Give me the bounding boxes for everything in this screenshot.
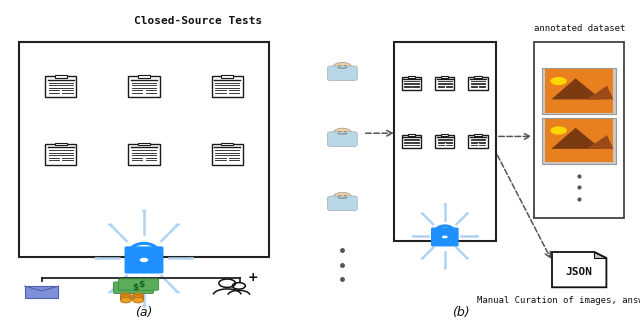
Circle shape bbox=[132, 298, 143, 303]
Circle shape bbox=[475, 235, 478, 237]
Circle shape bbox=[120, 296, 131, 301]
Text: Manual Curation of images, answers, and reasoning: Manual Curation of images, answers, and … bbox=[477, 296, 640, 305]
Bar bbox=[129, 144, 159, 164]
Text: (a): (a) bbox=[135, 307, 153, 319]
Circle shape bbox=[141, 305, 147, 307]
Bar bbox=[441, 134, 449, 136]
Circle shape bbox=[108, 291, 113, 293]
Bar bbox=[543, 118, 616, 164]
Bar bbox=[45, 76, 76, 97]
Bar bbox=[212, 144, 243, 164]
Text: $: $ bbox=[138, 280, 144, 289]
Text: $: $ bbox=[133, 283, 139, 292]
FancyBboxPatch shape bbox=[118, 279, 159, 290]
Bar bbox=[212, 76, 243, 97]
FancyBboxPatch shape bbox=[125, 247, 163, 273]
Bar bbox=[435, 135, 454, 148]
Polygon shape bbox=[551, 128, 601, 149]
Bar bbox=[55, 143, 67, 145]
Bar bbox=[19, 42, 269, 257]
Bar bbox=[55, 75, 67, 78]
Circle shape bbox=[339, 65, 340, 66]
Circle shape bbox=[412, 235, 415, 237]
Bar bbox=[402, 77, 421, 90]
Circle shape bbox=[344, 195, 346, 196]
Circle shape bbox=[421, 213, 424, 214]
Bar bbox=[221, 143, 233, 145]
Bar bbox=[408, 134, 415, 136]
Bar bbox=[534, 42, 624, 218]
Circle shape bbox=[442, 236, 447, 239]
Bar bbox=[138, 143, 150, 145]
Circle shape bbox=[421, 258, 424, 259]
Bar bbox=[468, 77, 488, 90]
Circle shape bbox=[339, 195, 340, 196]
Circle shape bbox=[344, 131, 346, 132]
FancyBboxPatch shape bbox=[113, 282, 154, 293]
Circle shape bbox=[189, 257, 194, 260]
Circle shape bbox=[141, 210, 147, 212]
Circle shape bbox=[444, 267, 446, 268]
Bar bbox=[435, 77, 454, 90]
Bar bbox=[545, 70, 613, 113]
Circle shape bbox=[132, 293, 143, 298]
Circle shape bbox=[175, 224, 180, 226]
Circle shape bbox=[333, 128, 351, 137]
Bar bbox=[474, 134, 482, 136]
Bar bbox=[402, 135, 421, 148]
Bar bbox=[129, 76, 159, 97]
Bar bbox=[394, 42, 496, 241]
Circle shape bbox=[132, 294, 143, 300]
Bar bbox=[138, 75, 150, 78]
Circle shape bbox=[175, 291, 180, 293]
Bar bbox=[543, 68, 616, 114]
Bar bbox=[468, 135, 488, 148]
Polygon shape bbox=[586, 86, 613, 100]
Bar bbox=[545, 119, 613, 162]
Circle shape bbox=[550, 126, 567, 134]
Bar bbox=[474, 76, 482, 78]
Text: annotated dataset: annotated dataset bbox=[534, 24, 625, 33]
Circle shape bbox=[132, 296, 143, 301]
Circle shape bbox=[444, 204, 446, 205]
Bar bbox=[45, 144, 76, 164]
Circle shape bbox=[120, 298, 131, 303]
Circle shape bbox=[339, 131, 340, 132]
Polygon shape bbox=[552, 252, 607, 287]
Bar bbox=[25, 286, 58, 298]
Text: (b): (b) bbox=[452, 307, 470, 319]
Circle shape bbox=[466, 213, 468, 214]
Bar bbox=[221, 75, 233, 78]
Circle shape bbox=[333, 62, 351, 72]
Polygon shape bbox=[586, 135, 613, 149]
Circle shape bbox=[120, 294, 131, 300]
Circle shape bbox=[550, 77, 567, 85]
Polygon shape bbox=[595, 252, 607, 258]
Circle shape bbox=[94, 257, 99, 260]
Circle shape bbox=[108, 224, 113, 226]
Text: +: + bbox=[248, 271, 259, 284]
Circle shape bbox=[333, 192, 351, 202]
Circle shape bbox=[344, 65, 346, 66]
FancyBboxPatch shape bbox=[328, 132, 357, 146]
Text: Closed-Source Tests: Closed-Source Tests bbox=[134, 16, 262, 26]
Circle shape bbox=[140, 258, 148, 262]
FancyBboxPatch shape bbox=[328, 196, 357, 211]
Bar bbox=[441, 76, 449, 78]
Bar bbox=[408, 76, 415, 78]
FancyBboxPatch shape bbox=[328, 66, 357, 81]
Circle shape bbox=[466, 258, 468, 259]
Circle shape bbox=[120, 293, 131, 298]
Polygon shape bbox=[551, 78, 601, 100]
Text: JSON: JSON bbox=[566, 267, 593, 277]
FancyBboxPatch shape bbox=[431, 228, 459, 247]
